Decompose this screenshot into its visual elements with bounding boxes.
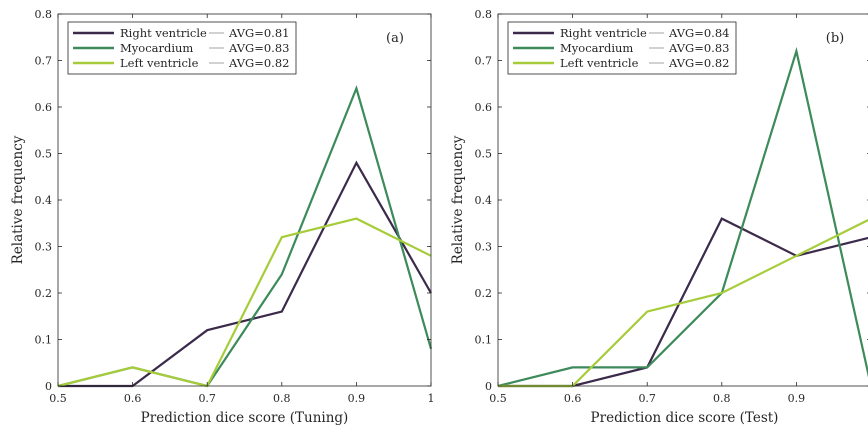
- series-line-right-ventricle: [58, 160, 432, 388]
- y-tick-label: 0.7: [35, 55, 53, 68]
- y-tick-label: 0: [45, 380, 52, 393]
- y-tick-label: 0.1: [35, 334, 53, 347]
- y-axis-label: Relative frequency: [10, 135, 26, 264]
- x-tick-label: 0.8: [713, 392, 731, 405]
- legend: Right ventricle AVG=0.84 Myocardium AVG=0.8…: [507, 21, 737, 75]
- y-tick-label: 0.7: [475, 55, 493, 68]
- x-tick-label: 0.9: [348, 392, 366, 405]
- x-tick-label: 0.6: [564, 392, 582, 405]
- series-line-left-ventricle: [498, 218, 868, 388]
- y-tick-label: 0.4: [475, 194, 493, 207]
- legend-avg-label: AVG=0.84: [668, 26, 729, 40]
- x-tick-label: 0.5: [489, 392, 507, 405]
- y-axis-label: Relative frequency: [450, 135, 466, 264]
- legend-entry-label: Right ventricle: [120, 26, 207, 40]
- x-tick-label: 0.5: [49, 392, 67, 405]
- y-tick-label: 0.3: [35, 241, 53, 254]
- x-axis-label: Prediction dice score (Tuning): [141, 410, 349, 426]
- y-tick-label: 0.5: [475, 148, 493, 161]
- x-tick-label: 0.7: [198, 392, 216, 405]
- panel-label: (b): [826, 31, 844, 46]
- x-tick-label: 0.8: [273, 392, 291, 405]
- legend-avg-label: AVG=0.81: [228, 26, 289, 40]
- panel-label: (a): [386, 31, 404, 46]
- chart-panel-a: 0.5 0.6 0.7 0.8 0.9 1 0 0.1 0.2 0.3 0.4 0.5 0.6 0.7 0.…: [10, 8, 435, 426]
- series-line-myocardium: [497, 46, 868, 388]
- x-tick-label: 0.9: [788, 392, 806, 405]
- legend-entry-label: Myocardium: [120, 41, 193, 55]
- legend-entry-label: Left ventricle: [120, 56, 199, 70]
- series-line-left-ventricle: [57, 217, 432, 388]
- x-tick-label: 1: [428, 392, 435, 405]
- legend-entry-label: Left ventricle: [560, 56, 639, 70]
- y-tick-label: 0.5: [35, 148, 53, 161]
- legend-entry-label: Right ventricle: [560, 26, 647, 40]
- legend-avg-label: AVG=0.82: [228, 56, 289, 70]
- legend: Right ventricle AVG=0.81 Myocardium AVG=0.8…: [67, 21, 297, 75]
- chart-panel-b: 0.50.60.70.80.9100.10.20.30.40.50.60.70.…: [450, 8, 868, 426]
- y-tick-label: 0.6: [475, 101, 493, 114]
- y-tick-label: 0.3: [475, 241, 493, 254]
- y-tick-label: 0.2: [475, 287, 493, 300]
- series-line-myocardium: [57, 85, 433, 388]
- x-tick-label: 0.6: [124, 392, 142, 405]
- legend-avg-label: AVG=0.82: [668, 56, 729, 70]
- y-tick-label: 0.1: [475, 334, 493, 347]
- x-axis-label: Prediction dice score (Test): [591, 410, 779, 426]
- legend-avg-label: AVG=0.83: [228, 41, 289, 55]
- x-tick-label: 0.7: [638, 392, 656, 405]
- y-tick-label: 0.8: [35, 8, 53, 21]
- y-tick-label: 0: [485, 380, 492, 393]
- y-tick-label: 0.2: [35, 287, 53, 300]
- y-tick-label: 0.4: [35, 194, 53, 207]
- y-tick-label: 0.8: [475, 8, 493, 21]
- y-tick-label: 0.6: [35, 101, 53, 114]
- legend-avg-label: AVG=0.83: [668, 41, 729, 55]
- legend-entry-label: Myocardium: [560, 41, 633, 55]
